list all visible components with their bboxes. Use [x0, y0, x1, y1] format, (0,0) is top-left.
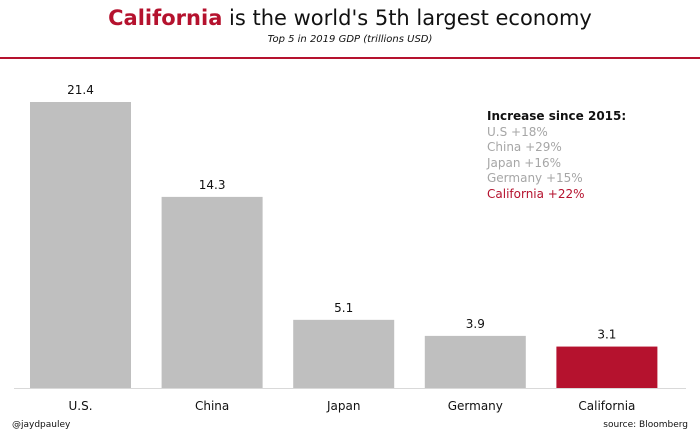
legend-heading: Increase since 2015:	[487, 109, 627, 123]
data-label: 5.1	[334, 301, 353, 315]
bar-china	[161, 196, 263, 388]
legend-item: Germany +15%	[487, 171, 583, 185]
data-label: 21.4	[67, 83, 94, 97]
bar-us	[30, 102, 131, 388]
legend-item: U.S +18%	[487, 124, 548, 139]
chart-title: California is the world's 5th largest ec…	[0, 6, 700, 30]
data-label: 3.9	[466, 317, 485, 331]
legend-item: Japan +16%	[487, 155, 562, 170]
x-tick-label: U.S.	[68, 399, 92, 413]
bar-california	[556, 346, 658, 388]
source-credit: source: Bloomberg	[603, 420, 688, 430]
bar-japan	[293, 319, 395, 388]
x-tick-label: Japan	[326, 399, 360, 413]
author-credit: @jaydpauley	[12, 420, 71, 430]
data-label: 14.3	[199, 178, 226, 192]
increase-legend: Increase since 2015: U.S +18% China +29%…	[487, 109, 626, 202]
title-rest: is the world's 5th largest economy	[222, 6, 592, 30]
title-divider	[0, 57, 700, 59]
legend-item: California +22%	[487, 186, 585, 201]
bar-germany	[424, 335, 526, 388]
x-tick-label: Germany	[448, 399, 503, 413]
legend-item: China +29%	[487, 140, 562, 154]
chart-subtitle: Top 5 in 2019 GDP (trillions USD)	[267, 34, 433, 45]
title-highlight: California	[108, 6, 223, 30]
data-label: 3.1	[597, 328, 616, 342]
x-tick-label: California	[578, 399, 635, 413]
x-tick-label: China	[195, 399, 229, 413]
